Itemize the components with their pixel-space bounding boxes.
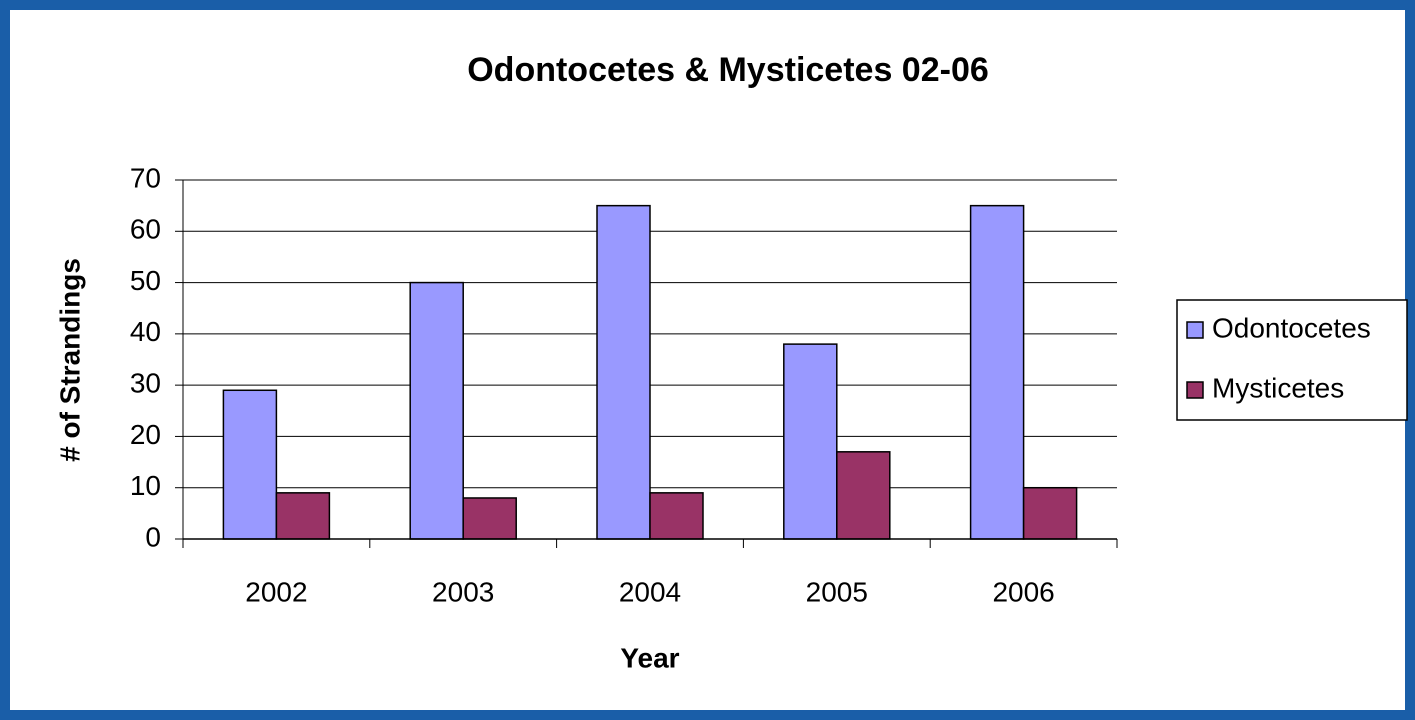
chart-title: Odontocetes & Mysticetes 02-06: [467, 51, 989, 89]
x-tick-label: 2006: [992, 576, 1054, 607]
y-tick-label: 60: [130, 214, 161, 245]
legend-marker: [1186, 381, 1204, 399]
bar: [462, 497, 517, 540]
bar: [1022, 486, 1078, 540]
x-tick-label: 2004: [619, 576, 681, 607]
y-tick-label: 0: [145, 521, 161, 552]
legend-marker: [1186, 321, 1204, 339]
y-tick-label: 70: [130, 162, 161, 193]
legend-label: Odontocetes: [1212, 312, 1371, 343]
y-tick-label: 40: [130, 316, 161, 347]
x-tick-label: 2005: [806, 576, 868, 607]
bar: [836, 451, 891, 540]
bar: [649, 492, 704, 540]
x-axis-label: Year: [620, 642, 679, 673]
y-axis-label: # of Strandings: [54, 258, 85, 462]
y-tick-label: 10: [130, 470, 161, 501]
bar: [409, 281, 464, 540]
y-tick-label: 50: [130, 265, 161, 296]
legend: [1176, 299, 1408, 421]
y-tick-label: 30: [130, 368, 161, 399]
bar: [222, 389, 278, 540]
bar: [596, 204, 651, 540]
x-tick-label: 2002: [245, 576, 307, 607]
bar: [969, 204, 1025, 540]
legend-label: Mysticetes: [1212, 372, 1344, 403]
x-tick-label: 2003: [432, 576, 494, 607]
y-tick-label: 20: [130, 419, 161, 450]
bar: [275, 492, 331, 540]
bar: [783, 343, 838, 540]
background: [10, 10, 1405, 710]
